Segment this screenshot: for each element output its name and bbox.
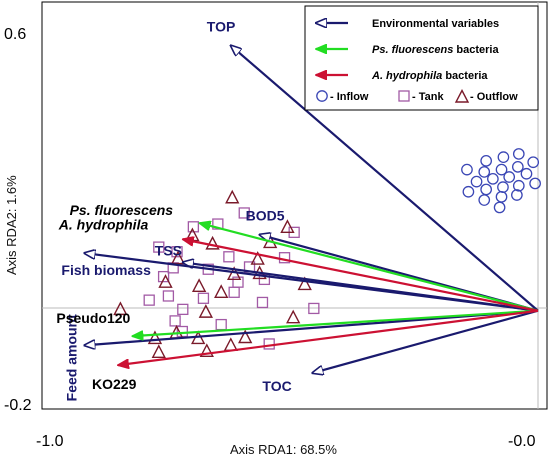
inflow-point — [495, 190, 508, 203]
tank-point — [212, 218, 224, 230]
x-tick-label: -1.0 — [36, 433, 64, 450]
tank-point — [177, 303, 189, 316]
outflow-point — [223, 337, 238, 352]
inflow-point — [480, 154, 493, 167]
outflow-point — [214, 284, 229, 298]
inflow-point — [497, 181, 509, 193]
arrow-label-ps-fluorescens: Ps. fluorescens — [70, 202, 174, 218]
tank-point — [171, 246, 183, 258]
inflow-point — [493, 201, 506, 214]
tank-point — [143, 294, 155, 306]
tank-point — [167, 262, 179, 274]
outflow-point — [151, 344, 166, 358]
outflow-point — [199, 343, 214, 358]
legend-tank-icon — [398, 90, 410, 102]
legend-outflow-icon — [454, 88, 470, 103]
arrow-label-top: TOP — [207, 19, 236, 35]
inflow-point — [478, 194, 491, 206]
arrow-label-fish-biomass: Fish biomass — [61, 262, 151, 278]
outflow-point — [158, 274, 173, 288]
tank-point — [169, 315, 181, 327]
arrow-label-tss: TSS — [155, 242, 182, 258]
y-axis-title: Axis RDA2: 1.6% — [4, 175, 19, 275]
biplot-arrows — [84, 46, 539, 373]
arrow-pseudo120 — [132, 309, 539, 336]
outflow-point — [113, 301, 128, 316]
arrow-label-feed-amount: Feed amount — [63, 314, 79, 401]
plot-frame — [41, 1, 548, 410]
x-axis-title: Axis RDA1: 68.5% — [230, 442, 337, 457]
arrow-a-hydrophila — [183, 239, 539, 312]
inflow-point — [461, 163, 473, 176]
inflow-point — [462, 185, 475, 198]
inflow-point — [520, 167, 533, 180]
inflow-point — [478, 166, 491, 178]
legend-label-ps_fluorescens: Ps. fluorescens bacteria — [372, 44, 499, 56]
tank-point — [308, 302, 320, 315]
tank-point — [223, 251, 235, 263]
legend: Environmental variables Ps. fluorescens b… — [304, 5, 539, 111]
inflow-point — [511, 189, 523, 201]
tank-point — [157, 270, 170, 283]
arrow-fish-biomass — [84, 253, 539, 312]
arrow-toc — [312, 309, 539, 373]
inflow-point — [529, 177, 541, 190]
inflow-point — [497, 151, 510, 164]
tank-point — [162, 290, 175, 302]
legend-inflow-icon — [316, 90, 328, 102]
outflow-point — [147, 330, 163, 345]
arrow-label-pseudo120: Pseudo120 — [56, 310, 130, 326]
tank-point — [238, 207, 250, 219]
inflow-point — [487, 172, 499, 185]
inflow-point — [527, 156, 540, 169]
inflow-point — [470, 175, 483, 188]
inflow-point — [480, 183, 493, 196]
inflow-point — [511, 160, 524, 173]
outflow-point — [170, 250, 186, 265]
arrow-top — [231, 46, 539, 312]
legend-label-a_hydrophila: A. hydrophila bacteria — [371, 70, 488, 82]
tank-point — [153, 241, 165, 253]
arrow-label-a-hydrophila: A. hydrophila — [58, 216, 149, 232]
inflow-point — [503, 171, 516, 183]
legend-label-inflow: - Inflow — [330, 91, 369, 103]
tank-point — [263, 338, 275, 350]
arrow-ko229 — [118, 309, 539, 365]
tank-point — [215, 318, 227, 331]
tank-point — [256, 296, 269, 309]
outflow-point — [250, 251, 265, 265]
outflow-point — [191, 278, 207, 293]
tank-point — [197, 292, 210, 304]
y-tick-label: -0.2 — [4, 397, 32, 414]
arrow-label-ko229: KO229 — [92, 376, 137, 392]
legend-label-tank: - Tank — [412, 91, 444, 103]
x-tick-label: -0.0 — [508, 433, 536, 450]
inflow-point — [495, 163, 508, 176]
arrow-ps-fluorescens — [200, 223, 539, 312]
outflow-point — [238, 329, 253, 344]
outflow-point — [205, 235, 220, 250]
outflow-point — [280, 219, 295, 233]
inflow-point — [512, 148, 525, 160]
legend-label-outflow: - Outflow — [470, 91, 518, 103]
tank-point — [228, 286, 240, 298]
outflow-point — [286, 309, 301, 324]
legend-label-environmental: Environmental variables — [372, 18, 499, 30]
outflow-point — [198, 304, 213, 318]
arrow-label-toc: TOC — [262, 378, 291, 394]
arrow-label-bod5: BOD5 — [246, 208, 285, 224]
outflow-point — [225, 189, 240, 204]
inflow-point — [512, 179, 525, 192]
y-tick-label: 0.6 — [4, 26, 26, 43]
outflow-point — [297, 276, 312, 291]
